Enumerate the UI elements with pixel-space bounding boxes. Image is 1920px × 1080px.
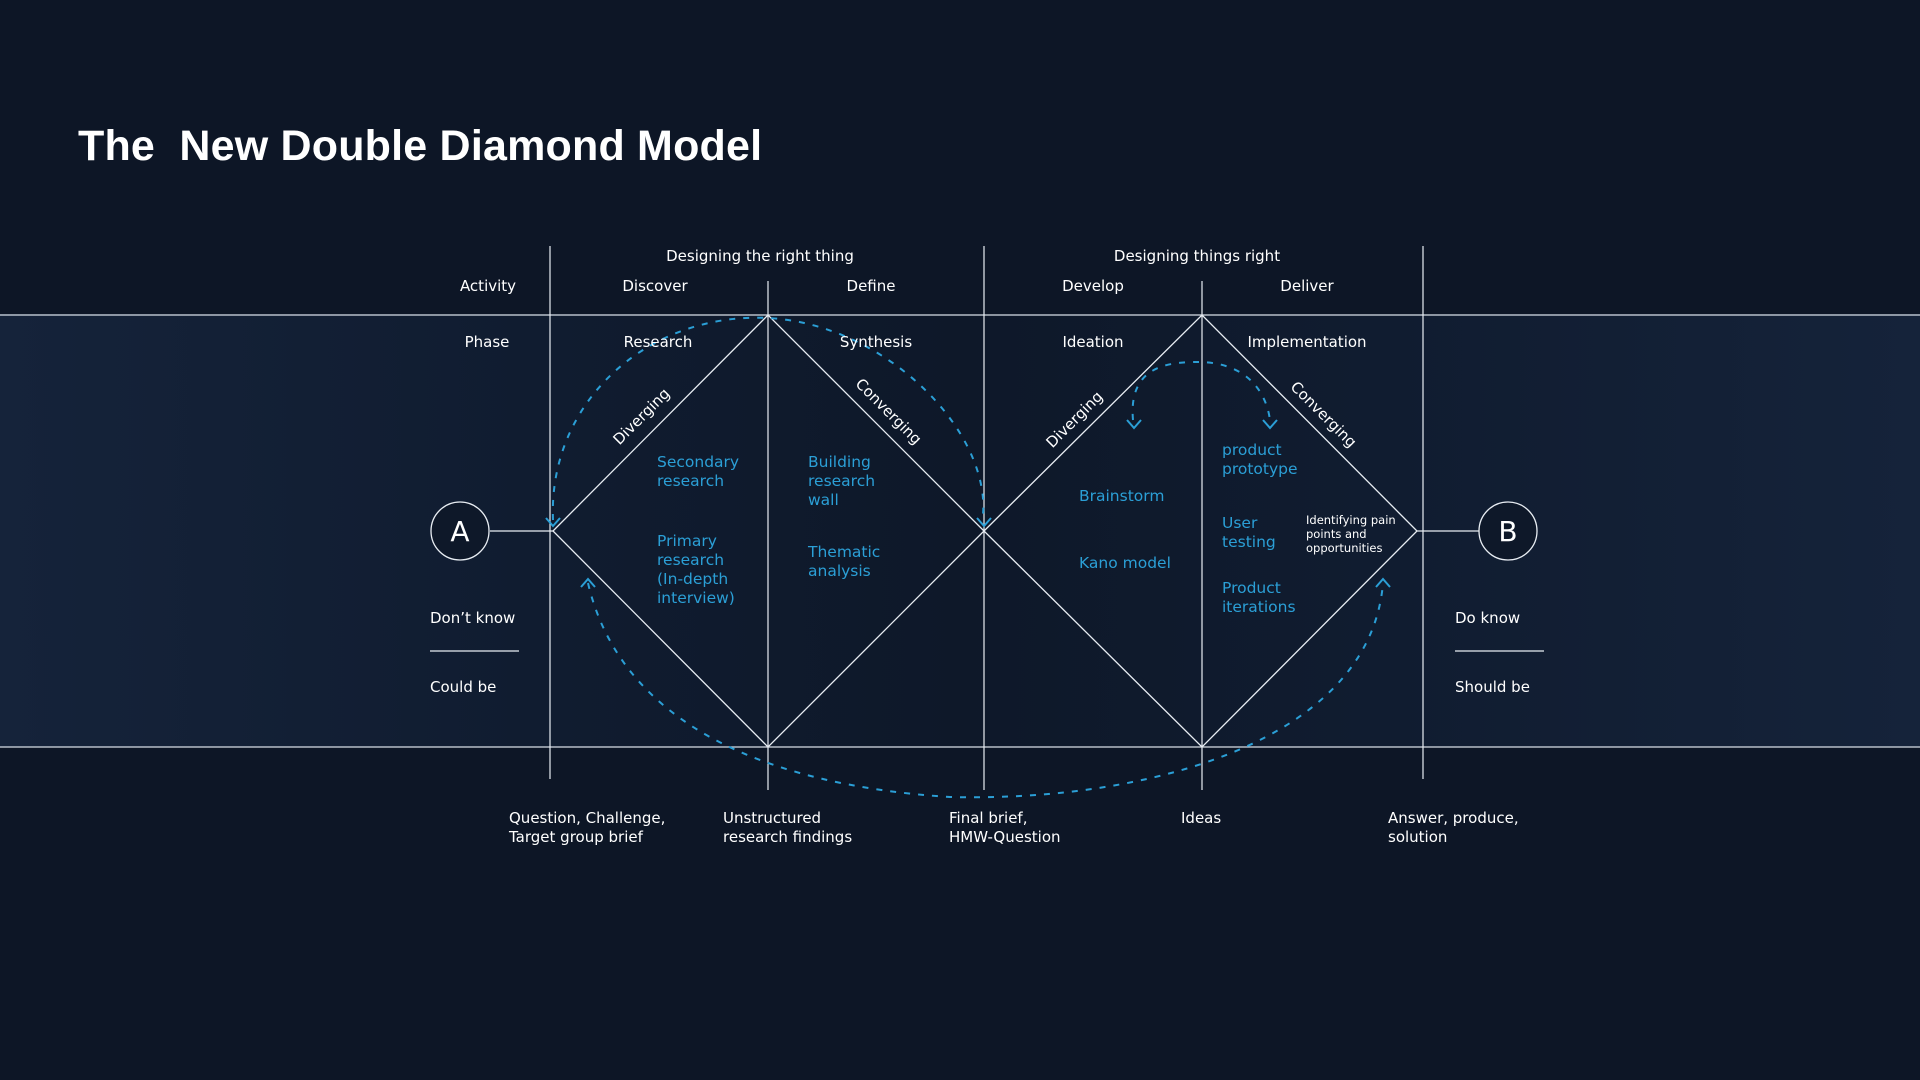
method-secondary-research: Secondary research	[657, 453, 744, 490]
method-product-prototype: product prototype	[1222, 441, 1298, 478]
output-brief: Question, Challenge, Target group brief	[508, 809, 670, 846]
phase-band	[0, 314, 1920, 747]
method-primary-research: Primary research (In-depth interview)	[657, 532, 735, 607]
arrow-down-icon	[545, 517, 561, 528]
activity-discover: Discover	[622, 277, 688, 295]
output-research-findings: Unstructured research findings	[723, 809, 852, 846]
method-kano-model: Kano model	[1079, 554, 1171, 572]
iteration-loop-first	[551, 316, 985, 521]
end-state-top: Do know	[1455, 609, 1520, 627]
slope-label-converging: Converging	[852, 375, 925, 448]
activity-define: Define	[847, 277, 896, 295]
method-product-iterations: Product iterations	[1222, 579, 1296, 616]
output-final-brief: Final brief, HMW-Question	[949, 809, 1061, 846]
page-title: The New Double Diamond Model	[78, 122, 763, 170]
method-building-research-wall: Building research wall	[808, 453, 880, 509]
method-brainstorm: Brainstorm	[1079, 487, 1164, 505]
output-solution: Answer, produce, solution	[1388, 809, 1523, 846]
start-circle	[430, 501, 490, 561]
phase-ideation: Ideation	[1062, 333, 1123, 351]
start-letter: A	[450, 515, 469, 548]
method-user-testing: User testing	[1222, 514, 1276, 551]
end-state-bottom: Should be	[1455, 678, 1530, 696]
phase-research: Research	[624, 333, 693, 351]
method-thematic-analysis: Thematic analysis	[807, 543, 885, 580]
output-ideas: Ideas	[1181, 809, 1221, 827]
phase-synthesis: Synthesis	[840, 333, 913, 351]
end-circle	[1478, 501, 1538, 561]
end-letter: B	[1498, 515, 1517, 548]
arrow-up-icon	[580, 577, 596, 588]
phase-implementation: Implementation	[1247, 333, 1366, 351]
arrow-down-icon	[1262, 419, 1278, 430]
start-state-top: Don’t know	[430, 609, 515, 627]
activity-row-label: Activity	[460, 277, 516, 295]
iteration-loop-second	[1131, 360, 1271, 421]
section-things-right: Designing things right	[1114, 247, 1280, 265]
activity-deliver: Deliver	[1280, 277, 1334, 295]
phase-row-label: Phase	[465, 333, 510, 351]
deliver-note: Identifying pain points and opportunitie…	[1306, 513, 1399, 555]
arrow-down-icon	[976, 517, 992, 528]
start-state-bottom: Could be	[430, 678, 496, 696]
iteration-loop-main	[587, 582, 1384, 799]
section-right-thing: Designing the right thing	[666, 247, 854, 265]
activity-develop: Develop	[1062, 277, 1124, 295]
slope-label-diverging: Diverging	[609, 384, 673, 448]
arrow-up-icon	[1375, 577, 1391, 588]
arrow-down-icon	[1126, 419, 1142, 430]
slope-label-converging: Converging	[1287, 378, 1360, 451]
